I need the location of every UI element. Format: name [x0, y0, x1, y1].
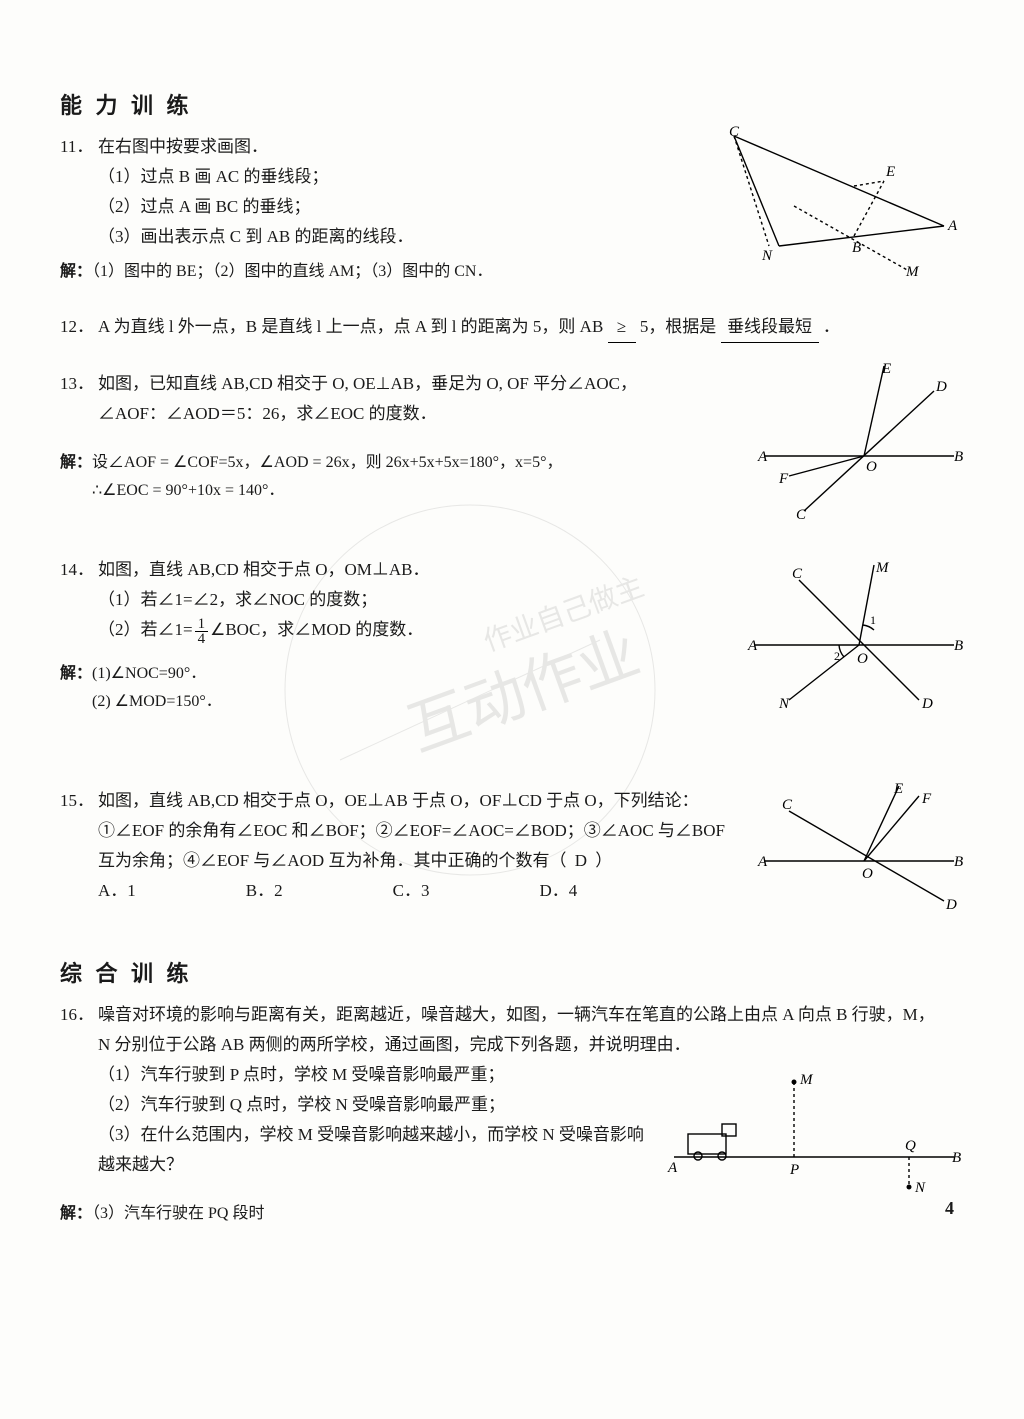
q15-label-C: C: [782, 797, 793, 813]
q11-stem: 在右图中按要求画图．: [98, 132, 698, 162]
problem-14: 14． 如图，直线 AB,CD 相交于点 O，OM⊥AB． （1）若∠1=∠2，…: [60, 555, 964, 716]
q13-num: 13．: [60, 369, 94, 399]
q16-s2: （2）汽车行驶到 Q 点时，学校 N 受噪音影响最严重；: [98, 1090, 658, 1120]
q16-label-A: A: [667, 1160, 678, 1176]
q16-label-B: B: [952, 1150, 961, 1166]
problem-12: 12． A 为直线 l 外一点，B 是直线 l 上一点，点 A 到 l 的距离为…: [60, 312, 964, 343]
q15-label-E: E: [893, 781, 903, 797]
q16-stem: 噪音对环境的影响与距离有关，距离越近，噪音越大，如图，一辆汽车在笔直的公路上由点…: [98, 1000, 938, 1060]
q16-s1: （1）汽车行驶到 P 点时，学校 M 受噪音影响最严重；: [98, 1060, 658, 1090]
q11-label-C: C: [729, 126, 740, 140]
q15-ans-inline: D: [571, 851, 591, 870]
q15-optA: A．1: [98, 876, 136, 906]
q16-s3: （3）在什么范围内，学校 M 受噪音影响越来越小，而学校 N 受噪音影响越来越大…: [98, 1120, 658, 1180]
q14-s2b: ∠BOC，求∠MOD 的度数．: [210, 620, 423, 639]
q11-num: 11．: [60, 132, 93, 162]
q15-diagram: A B C D E F O: [754, 781, 964, 911]
q12-text: A 为直线 l 外一点，B 是直线 l 上一点，点 A 到 l 的距离为 5，则…: [98, 312, 938, 343]
q16-diagram: A B M N P Q: [664, 1062, 964, 1202]
q15-optC: C．3: [393, 876, 430, 906]
q11-label-M: M: [905, 264, 920, 276]
q11-label-A: A: [947, 218, 958, 234]
q15-label-A: A: [757, 854, 768, 870]
q12-c: ．: [823, 317, 840, 336]
q11-label-E: E: [885, 164, 895, 180]
q14-frac-n: 1: [195, 617, 209, 632]
q14-frac: 14: [195, 617, 209, 646]
q12-blank2: 垂线段最短: [721, 312, 819, 343]
q13-label-O: O: [866, 459, 877, 475]
q14-label-C: C: [792, 566, 803, 582]
q11-label-B: B: [852, 240, 861, 256]
q14-label-O: O: [857, 651, 868, 667]
q16-ans-text: （3）汽车行驶在 PQ 段时: [92, 1205, 264, 1222]
q14-label-B: B: [954, 638, 963, 654]
problem-16: 16． 噪音对环境的影响与距离有关，距离越近，噪音越大，如图，一辆汽车在笔直的公…: [60, 1000, 964, 1228]
q16-label-P: P: [789, 1162, 799, 1178]
q13-label-E: E: [881, 361, 891, 377]
q12-a: A 为直线 l 外一点，B 是直线 l 上一点，点 A 到 l 的距离为 5，则…: [98, 317, 603, 336]
q14-frac-d: 4: [195, 632, 209, 646]
q16-answer: 解：（3）汽车行驶在 PQ 段时: [60, 1200, 964, 1228]
q11-ans-text: （1）图中的 BE；（2）图中的直线 AM；（3）图中的 CN．: [92, 263, 492, 280]
q14-label-2: 2: [834, 649, 840, 663]
section-comprehensive-title: 综 合 训 练: [60, 956, 964, 988]
q14-s2a: （2）若∠1=: [98, 620, 193, 639]
worksheet-page: 互动作业 作业自己做主 能 力 训 练 11． 在右图中按要求画图． （1）过点…: [0, 0, 1024, 1419]
q15-stem: 如图，直线 AB,CD 相交于点 O，OE⊥AB 于点 O，OF⊥CD 于点 O…: [98, 791, 725, 870]
problem-15: 15． 如图，直线 AB,CD 相交于点 O，OE⊥AB 于点 O，OF⊥CD …: [60, 786, 964, 906]
q12-num: 12．: [60, 312, 94, 342]
q14-label-1: 1: [870, 613, 876, 627]
q16-ans-label: 解：: [60, 1205, 92, 1222]
q14-ans-label: 解：: [60, 665, 92, 682]
q13-label-F: F: [778, 471, 789, 487]
q14-diagram: A B C D M N O 1 2: [744, 560, 964, 710]
q12-b: 5，根据是: [640, 317, 717, 336]
q13-label-A: A: [757, 449, 768, 465]
q15-label-D: D: [945, 897, 957, 911]
q16-label-M: M: [799, 1072, 814, 1088]
q15-stem2: ）: [595, 851, 612, 870]
q14-label-A: A: [747, 638, 758, 654]
q11-ans-label: 解：: [60, 263, 92, 280]
q14-a2: (2) ∠MOD=150°．: [92, 693, 222, 710]
q15-num: 15．: [60, 786, 94, 816]
q13-ans2: ∴∠EOC = 90°+10x = 140°．: [92, 482, 284, 499]
problem-13: 13． 如图，已知直线 AB,CD 相交于 O, OE⊥AB，垂足为 O, OF…: [60, 369, 964, 505]
q13-label-B: B: [954, 449, 963, 465]
q16-label-N: N: [914, 1180, 926, 1196]
q12-blank1: ≥: [608, 312, 636, 343]
q13-label-D: D: [935, 379, 947, 395]
q14-label-N: N: [778, 696, 790, 710]
q14-label-M: M: [875, 560, 890, 576]
q14-num: 14．: [60, 555, 94, 585]
q14-a1: (1)∠NOC=90°．: [92, 665, 206, 682]
q11-label-N: N: [761, 248, 773, 264]
q13-ans1: 设∠AOF = ∠COF=5x，∠AOD = 26x，则 26x+5x+5x=1…: [92, 454, 562, 471]
problem-11: 11． 在右图中按要求画图． （1）过点 B 画 AC 的垂线段； （2）过点 …: [60, 132, 964, 286]
q15-optD: D．4: [539, 876, 577, 906]
q14-label-D: D: [921, 696, 933, 710]
q16-label-Q: Q: [905, 1138, 916, 1154]
q15-label-F: F: [921, 791, 932, 807]
q16-num: 16．: [60, 1000, 94, 1030]
q13-stem: 如图，已知直线 AB,CD 相交于 O, OE⊥AB，垂足为 O, OF 平分∠…: [98, 369, 698, 429]
q13-ans-label: 解：: [60, 454, 92, 471]
q14-stem: 如图，直线 AB,CD 相交于点 O，OM⊥AB．: [98, 555, 698, 585]
q11-diagram: C A B E N M: [704, 126, 964, 276]
section-ability-title: 能 力 训 练: [60, 88, 964, 120]
page-number: 4: [945, 1198, 954, 1219]
q13-label-C: C: [796, 507, 807, 521]
q13-diagram: A B E D C F O: [754, 361, 964, 521]
q15-label-O: O: [862, 866, 873, 882]
q15-optB: B．2: [246, 876, 283, 906]
q15-label-B: B: [954, 854, 963, 870]
q15-text: 如图，直线 AB,CD 相交于点 O，OE⊥AB 于点 O，OF⊥CD 于点 O…: [98, 786, 728, 876]
